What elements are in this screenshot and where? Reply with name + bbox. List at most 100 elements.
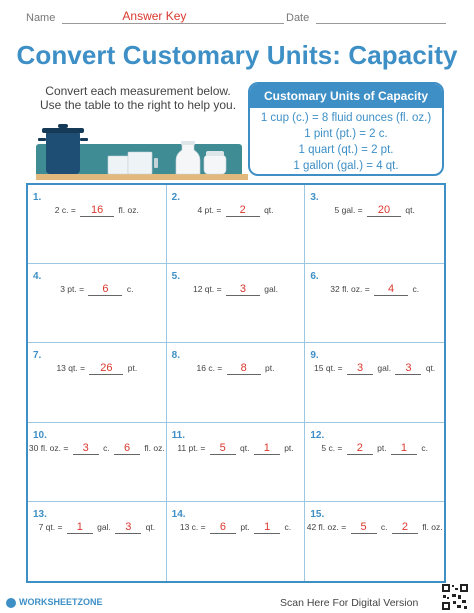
answer-blank[interactable]: 16 [80,205,115,217]
problem-segment: qt. [237,442,252,453]
problem-cell: 8. 16 c. = 8 pt. [166,343,306,423]
answer-blank[interactable]: 1 [66,521,93,534]
problem-text: 11 pt. = 5 qt. 1 pt. [167,442,305,455]
answer-blank[interactable]: 4 [374,284,409,297]
milk-jug-icon [175,141,201,175]
problem-text: 32 fl. oz. = 4 c. [305,284,444,297]
instruction-line-2: Use the table to the right to help you. [39,98,237,112]
problem-cell: 5. 12 qt. = 3 gal. [166,264,306,344]
logo-text: WORKSHEETZONE [19,597,103,607]
problem-number: 14. [171,508,186,520]
problem-segment: 13 qt. = [56,363,88,374]
problem-number: 1. [33,192,42,203]
name-line: Answer Key [62,9,285,24]
problem-number: 9. [310,350,319,362]
problem-segment: 3 pt. = [60,284,87,295]
answer-blank[interactable]: 26 [89,363,124,376]
reference-row: 1 gallon (gal.) = 4 qt. [293,160,399,172]
reference-row: 1 quart (qt.) = 2 pt. [298,144,394,156]
problem-segment: qt. [403,205,415,215]
problem-segment: 42 fl. oz. = [306,521,349,532]
problem-cell: 7. 13 qt. = 26 pt. [28,343,167,423]
instructions: Convert each measurement below. Use the … [22,84,254,112]
problem-cell: 13. 7 qt. = 1 gal. 3 qt. [28,501,167,581]
problem-cell: 4. 3 pt. = 6 c. [28,264,167,344]
problem-segment: pt. [262,363,275,374]
answer-blank[interactable]: 8 [226,363,261,376]
problem-segment: 11 pt. = [177,442,208,453]
answer-blank[interactable]: 2 [225,205,260,217]
problem-segment: 5 c. = [321,442,345,453]
problem-segment: qt. [261,205,274,215]
logo-mark-icon [6,597,16,608]
problem-text: 30 fl. oz. = 3 c. 6 fl. oz. [28,442,166,455]
reference-row: 1 cup (c.) = 8 fluid ounces (fl. oz.) [260,112,432,124]
answer-blank[interactable]: 20 [367,205,401,217]
problem-number: 12. [310,429,325,441]
reference-row: 1 pint (pt.) = 2 c. [304,128,388,140]
answer-blank[interactable]: 3 [347,363,374,376]
answer-blank[interactable]: 3 [225,284,260,297]
problem-text: 5 c. = 2 pt. 1 c. [305,442,444,455]
problem-number: 3. [310,192,319,203]
answer-blank[interactable]: 1 [254,521,281,534]
problem-segment: 5 gal. = [334,205,365,215]
problem-segment: c. [100,442,113,453]
problem-segment: fl. oz. [142,442,165,453]
problem-segment: fl. oz. [419,521,443,532]
problem-number: 4. [33,271,42,283]
problem-text: 13 c. = 6 pt. 1 c. [167,521,305,534]
answer-blank[interactable]: 2 [391,521,418,534]
kitchen-shelf-illustration [36,124,248,180]
problem-text: 7 qt. = 1 gal. 3 qt. [28,521,166,534]
problem-segment: fl. oz. [116,205,139,215]
problem-segment: pt. [125,363,138,374]
problem-segment: 2 c. = [54,205,79,215]
problem-segment: 32 fl. oz. = [330,284,373,295]
answer-blank[interactable]: 5 [209,442,236,455]
problem-text: 15 qt. = 3 gal. 3 qt. [305,363,444,376]
answer-blank[interactable]: 5 [350,521,377,534]
answer-blank[interactable]: 1 [390,442,417,455]
problem-cell: 6. 32 fl. oz. = 4 c. [305,264,444,344]
problem-segment: c. [418,442,428,453]
answer-blank[interactable]: 3 [72,442,99,455]
problem-cell: 9. 15 qt. = 3 gal. 3 qt. [305,343,444,423]
problem-text: 12 qt. = 3 gal. [167,284,305,297]
date-line [316,12,447,24]
answer-blank[interactable]: 2 [346,442,373,455]
qr-code-icon[interactable] [441,583,469,611]
problem-number: 10. [33,429,47,441]
problem-segment: 16 c. = [196,363,225,374]
problem-cell: 2. 4 pt. = 2 qt. [166,185,306,265]
answer-blank[interactable]: 6 [114,442,141,455]
date-label: Date [286,12,310,24]
worksheetzone-logo: WORKSHEETZONE [6,597,103,608]
problem-segment: c. [282,521,292,532]
problem-segment: pt. [374,442,389,453]
measuring-cup-icon [107,151,158,175]
problem-segment: gal. [261,284,279,295]
problem-number: 2. [171,192,180,203]
answer-blank[interactable]: 6 [209,521,236,534]
pot-icon [38,124,88,174]
problem-segment: pt. [237,521,253,532]
instruction-line-1: Convert each measurement below. [45,84,231,98]
problem-segment: c. [410,284,420,295]
problem-cell: 14. 13 c. = 6 pt. 1 c. [167,501,306,581]
page-title: Convert Customary Units: Capacity [16,40,458,70]
problem-number: 11. [171,429,186,441]
answer-blank[interactable]: 1 [253,442,280,455]
problem-segment: c. [378,521,390,532]
problem-cell: 12. 5 c. = 2 pt. 1 c. [305,423,444,502]
name-row: Name Answer Key [26,9,285,24]
problem-number: 15. [310,508,325,520]
problem-cell: 11. 11 pt. = 5 qt. 1 pt. [166,422,306,502]
problem-cell: 10. 30 fl. oz. = 3 c. 6 fl. oz. [28,422,167,502]
problem-text: 42 fl. oz. = 5 c. 2 fl. oz. [305,521,444,534]
answer-blank[interactable]: 6 [88,284,123,297]
answer-blank[interactable]: 3 [115,521,142,534]
answer-blank[interactable]: 3 [395,363,422,376]
problem-text: 4 pt. = 2 qt. [167,205,305,217]
problem-segment: gal. [375,363,394,374]
